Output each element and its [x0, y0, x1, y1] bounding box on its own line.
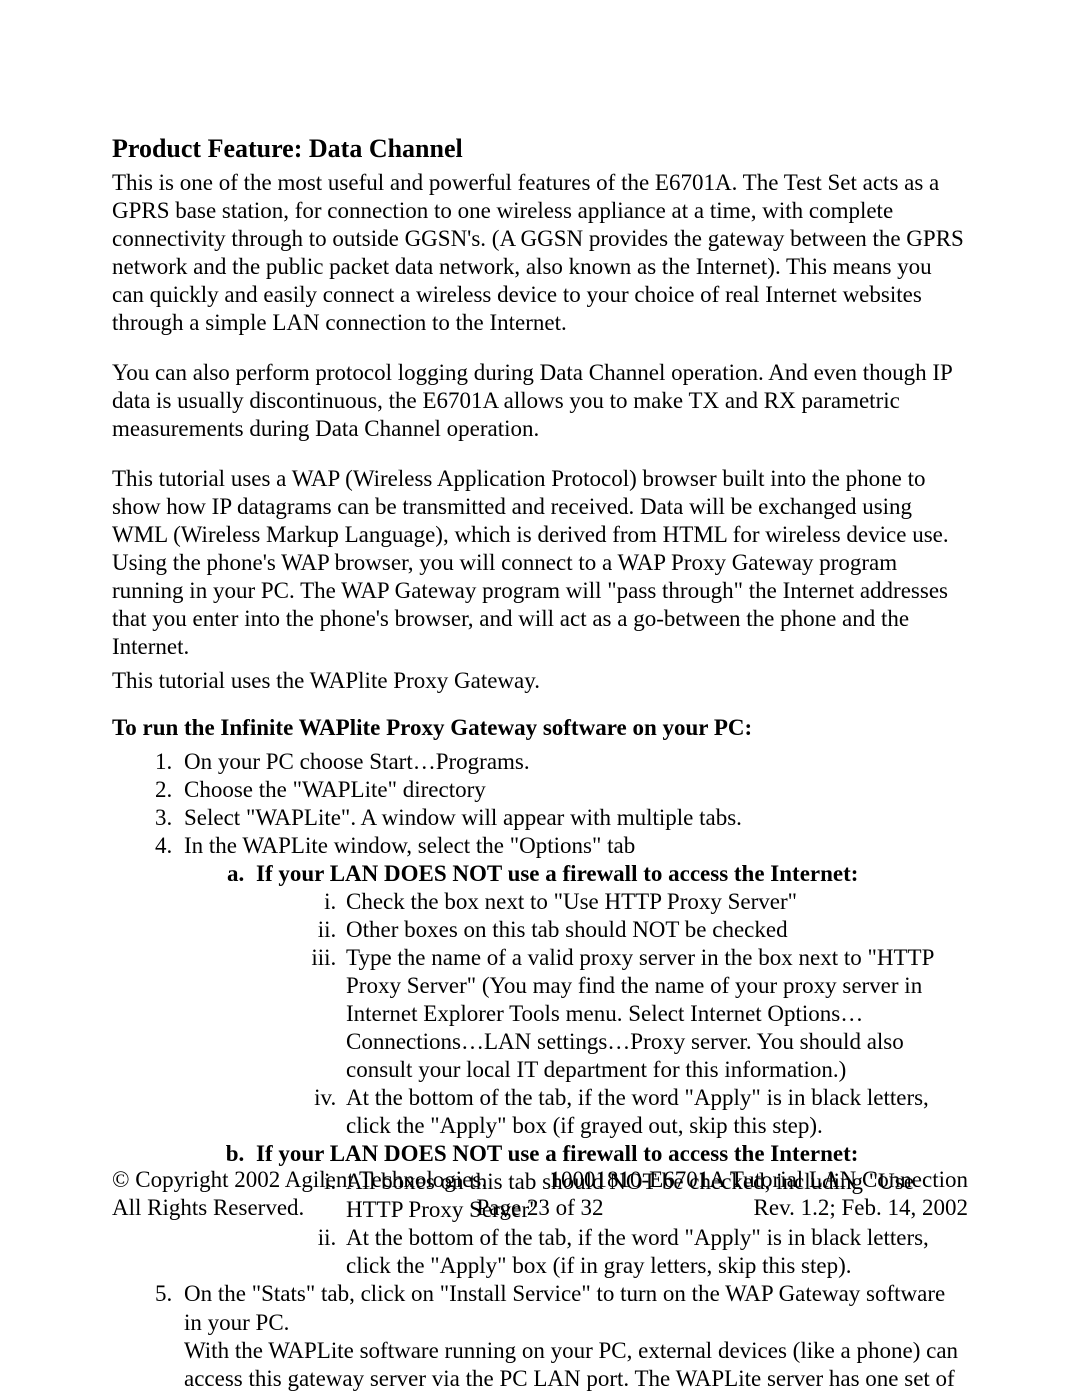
footer-page-number: Page 23 of 32 — [112, 1194, 968, 1223]
step-4-text: In the WAPLite window, select the "Optio… — [184, 833, 635, 858]
step-4a-iv: At the bottom of the tab, if the word "A… — [342, 1084, 968, 1140]
step-4a-sublist: Check the box next to "Use HTTP Proxy Se… — [256, 888, 968, 1140]
step-4a-iii-text: Type the name of a valid proxy server in… — [346, 945, 934, 1082]
step-1-text: On your PC choose Start…Programs. — [184, 749, 530, 774]
step-5: On the "Stats" tab, click on "Install Se… — [178, 1280, 968, 1392]
document-page: Product Feature: Data Channel This is on… — [0, 0, 1080, 1397]
step-1: On your PC choose Start…Programs. — [178, 748, 968, 776]
paragraph-intro-3b: This tutorial uses the WAPlite Proxy Gat… — [112, 667, 968, 695]
step-2: Choose the "WAPLite" directory — [178, 776, 968, 804]
step-4a-i: Check the box next to "Use HTTP Proxy Se… — [342, 888, 968, 916]
section-subheading: To run the Infinite WAPlite Proxy Gatewa… — [112, 714, 968, 742]
step-4b-text: If your LAN DOES NOT use a firewall to a… — [256, 1141, 858, 1166]
step-4b-ii-text: At the bottom of the tab, if the word "A… — [346, 1225, 929, 1278]
footer-row-1: © Copyright 2002 Agilent Technologies. 1… — [112, 1166, 968, 1195]
step-4a-i-text: Check the box next to "Use HTTP Proxy Se… — [346, 889, 797, 914]
step-4b-ii: At the bottom of the tab, if the word "A… — [342, 1224, 968, 1280]
footer-copyright: © Copyright 2002 Agilent Technologies. — [112, 1166, 487, 1195]
step-4a-ii-text: Other boxes on this tab should NOT be ch… — [346, 917, 788, 942]
step-4a-ii: Other boxes on this tab should NOT be ch… — [342, 916, 968, 944]
page-footer: © Copyright 2002 Agilent Technologies. 1… — [112, 1166, 968, 1224]
paragraph-intro-1: This is one of the most useful and power… — [112, 169, 968, 337]
page-title: Product Feature: Data Channel — [112, 133, 968, 165]
step-4a-iv-text: At the bottom of the tab, if the word "A… — [346, 1085, 929, 1138]
step-5-continuation: With the WAPLite software running on you… — [184, 1337, 968, 1393]
step-4a-text: If your LAN DOES NOT use a firewall to a… — [256, 861, 858, 886]
step-4a-iii: Type the name of a valid proxy server in… — [342, 944, 968, 1084]
footer-row-2: All Rights Reserved. Page 23 of 32 Rev. … — [112, 1194, 968, 1223]
paragraph-intro-3: This tutorial uses a WAP (Wireless Appli… — [112, 465, 968, 661]
steps-ordered-list: On your PC choose Start…Programs. Choose… — [112, 748, 968, 1393]
step-3: Select "WAPLite". A window will appear w… — [178, 804, 968, 832]
step-5-text: On the "Stats" tab, click on "Install Se… — [184, 1281, 945, 1334]
step-4a: If your LAN DOES NOT use a firewall to a… — [250, 860, 968, 1140]
paragraph-intro-2: You can also perform protocol logging du… — [112, 359, 968, 443]
footer-docnum: 10001810-E6701A Tutorial LAN Connection — [550, 1166, 968, 1195]
step-2-text: Choose the "WAPLite" directory — [184, 777, 486, 802]
step-3-text: Select "WAPLite". A window will appear w… — [184, 805, 742, 830]
